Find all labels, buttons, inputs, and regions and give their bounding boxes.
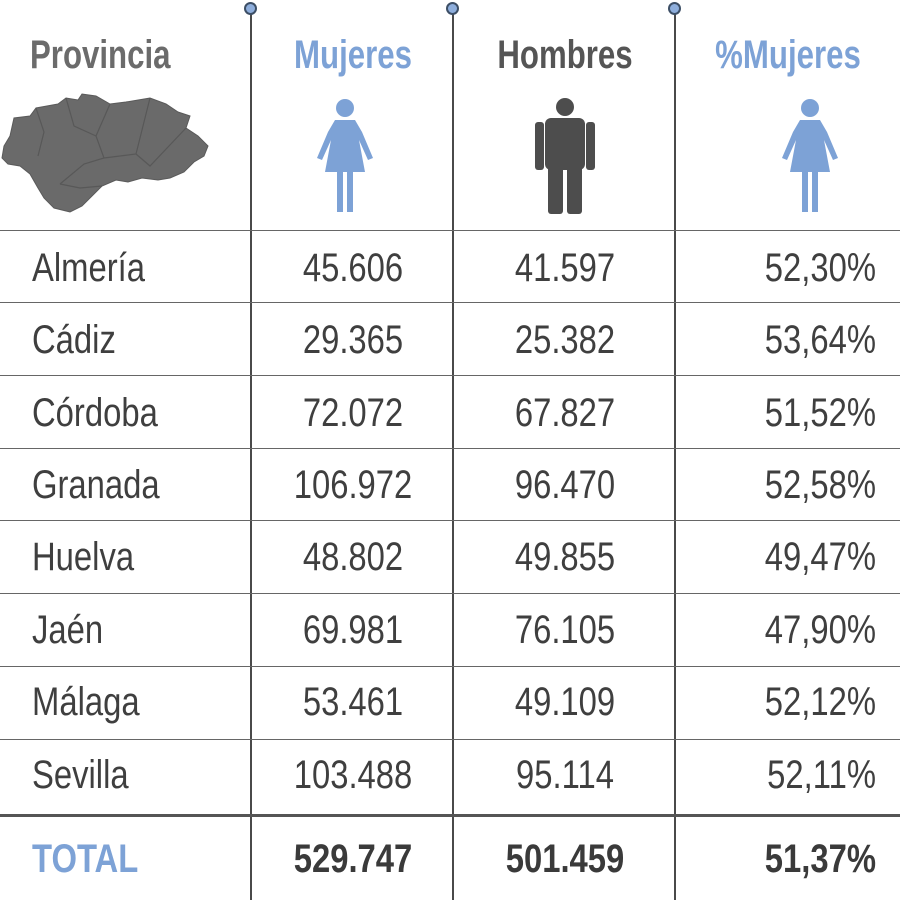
cell-pct-mujeres: 47,90%: [764, 607, 876, 652]
cell-pct-mujeres: 52,58%: [764, 462, 876, 507]
cell-pct-mujeres: 52,12%: [764, 679, 876, 724]
cell-pct-mujeres: 52,11%: [767, 752, 876, 797]
cell-hombres: 41.597: [514, 245, 616, 290]
cell-mujeres: 106.972: [293, 462, 413, 507]
total-label: TOTAL: [32, 836, 139, 881]
cell-mujeres: 29.365: [302, 317, 404, 362]
pin-icon: [446, 2, 459, 15]
row-divider: [0, 520, 900, 521]
cell-pct-mujeres: 49,47%: [764, 534, 876, 579]
cell-pct-mujeres: 51,52%: [764, 390, 876, 435]
table-row: Jaén 69.981 76.105 47,90%: [0, 594, 900, 666]
row-divider: [0, 666, 900, 667]
table-row: Almería 45.606 41.597 52,30%: [0, 232, 900, 304]
cell-provincia: Granada: [32, 462, 160, 507]
cell-hombres: 67.827: [514, 390, 616, 435]
table-row: Granada 106.972 96.470 52,58%: [0, 449, 900, 521]
pin-icon: [244, 2, 257, 15]
cell-mujeres: 69.981: [302, 607, 404, 652]
row-divider: [0, 302, 900, 303]
cell-provincia: Jaén: [32, 607, 104, 652]
column-separator: [452, 10, 454, 900]
cell-provincia: Almería: [32, 245, 146, 290]
row-divider: [0, 593, 900, 594]
header-hombres: Hombres: [497, 32, 633, 77]
total-row: TOTAL 529.747 501.459 51,37%: [0, 823, 900, 895]
woman-icon: [317, 99, 373, 212]
total-pct-mujeres: 51,37%: [764, 836, 876, 881]
cell-mujeres: 53.461: [302, 679, 404, 724]
cell-hombres: 95.114: [516, 752, 614, 797]
cell-provincia: Málaga: [32, 679, 140, 724]
cell-hombres: 96.470: [514, 462, 616, 507]
pin-icon: [668, 2, 681, 15]
total-mujeres: 529.747: [293, 836, 413, 881]
table-row: Cádiz 29.365 25.382 53,64%: [0, 304, 900, 376]
cell-mujeres: 72.072: [302, 390, 404, 435]
header-pct-mujeres: %Mujeres: [715, 32, 861, 77]
table-row: Málaga 53.461 49.109 52,12%: [0, 666, 900, 738]
woman-icon: [782, 99, 838, 212]
cell-provincia: Cádiz: [32, 317, 116, 362]
column-separator: [250, 10, 252, 900]
header-provincia: Provincia: [30, 32, 171, 77]
cell-mujeres: 103.488: [293, 752, 413, 797]
table-row: Sevilla 103.488 95.114 52,11%: [0, 739, 900, 811]
cell-provincia: Sevilla: [32, 752, 129, 797]
cell-provincia: Huelva: [32, 534, 135, 579]
row-divider: [0, 230, 900, 231]
cell-mujeres: 48.802: [302, 534, 404, 579]
cell-pct-mujeres: 53,64%: [764, 317, 876, 362]
total-divider: [0, 814, 900, 817]
table-row: Huelva 48.802 49.855 49,47%: [0, 521, 900, 593]
total-hombres: 501.459: [505, 836, 625, 881]
column-separator: [674, 10, 676, 900]
cell-hombres: 49.109: [514, 679, 616, 724]
row-divider: [0, 739, 900, 740]
cell-provincia: Córdoba: [32, 390, 158, 435]
man-icon: [535, 98, 595, 214]
row-divider: [0, 448, 900, 449]
cell-hombres: 25.382: [514, 317, 616, 362]
header-mujeres: Mujeres: [294, 32, 412, 77]
cell-hombres: 49.855: [514, 534, 616, 579]
cell-hombres: 76.105: [514, 607, 616, 652]
cell-mujeres: 45.606: [302, 245, 404, 290]
andalucia-map-icon: [1, 93, 209, 213]
cell-pct-mujeres: 52,30%: [764, 245, 876, 290]
table-row: Córdoba 72.072 67.827 51,52%: [0, 377, 900, 449]
row-divider: [0, 375, 900, 376]
